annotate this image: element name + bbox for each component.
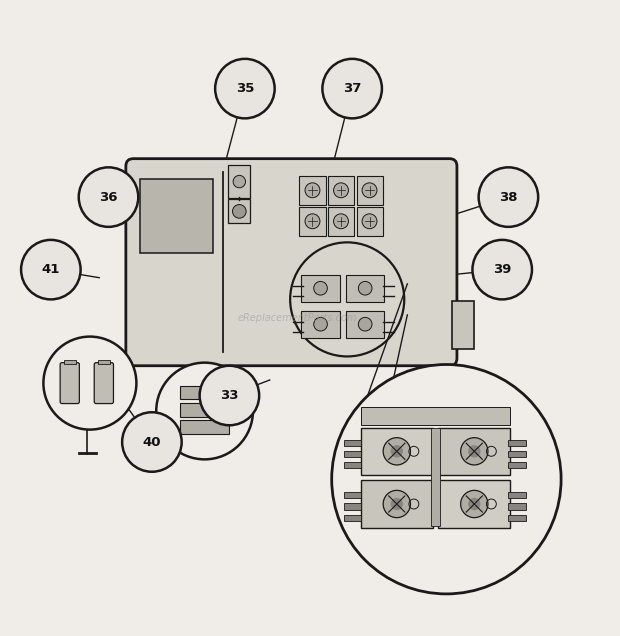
Circle shape [314, 317, 327, 331]
Text: eReplacementParts.com: eReplacementParts.com [238, 313, 357, 323]
Circle shape [332, 364, 561, 594]
Circle shape [305, 183, 320, 198]
FancyBboxPatch shape [126, 158, 457, 366]
Circle shape [314, 281, 327, 295]
FancyBboxPatch shape [180, 403, 229, 417]
FancyBboxPatch shape [361, 480, 433, 527]
Circle shape [232, 205, 246, 218]
FancyBboxPatch shape [328, 176, 354, 205]
Text: 37: 37 [343, 82, 361, 95]
Bar [508, 515, 526, 521]
FancyBboxPatch shape [180, 420, 229, 434]
Circle shape [461, 438, 488, 465]
FancyBboxPatch shape [346, 275, 384, 302]
Text: 39: 39 [493, 263, 512, 276]
Circle shape [358, 281, 372, 295]
FancyBboxPatch shape [228, 165, 250, 198]
Bar [344, 462, 361, 468]
Bar [344, 515, 361, 521]
Bar [140, 179, 213, 253]
Bar [431, 428, 440, 526]
Text: 38: 38 [499, 191, 518, 204]
Circle shape [200, 366, 259, 425]
Circle shape [468, 498, 481, 510]
Circle shape [322, 59, 382, 118]
Text: 35: 35 [236, 82, 254, 95]
Circle shape [156, 363, 253, 459]
Circle shape [334, 214, 348, 229]
Circle shape [468, 445, 481, 457]
Circle shape [391, 445, 403, 457]
FancyBboxPatch shape [356, 207, 383, 235]
Bar [344, 439, 361, 446]
Bar [508, 451, 526, 457]
Bar [98, 359, 110, 364]
Circle shape [233, 176, 246, 188]
FancyBboxPatch shape [299, 207, 326, 235]
Circle shape [362, 214, 377, 229]
FancyBboxPatch shape [438, 428, 510, 475]
Bar [508, 462, 526, 468]
Bar [344, 492, 361, 499]
Text: 40: 40 [143, 436, 161, 448]
FancyBboxPatch shape [301, 275, 340, 302]
Bar [452, 301, 474, 349]
Circle shape [43, 336, 136, 429]
Text: 33: 33 [220, 389, 239, 402]
FancyBboxPatch shape [180, 385, 229, 399]
FancyBboxPatch shape [299, 176, 326, 205]
FancyBboxPatch shape [361, 406, 510, 425]
FancyBboxPatch shape [361, 428, 433, 475]
Circle shape [358, 317, 372, 331]
Bar [508, 439, 526, 446]
Circle shape [461, 490, 488, 518]
Circle shape [383, 438, 410, 465]
FancyBboxPatch shape [346, 310, 384, 338]
Circle shape [391, 498, 403, 510]
FancyBboxPatch shape [328, 207, 354, 235]
Circle shape [21, 240, 81, 300]
Circle shape [383, 490, 410, 518]
FancyBboxPatch shape [94, 363, 113, 404]
Circle shape [472, 240, 532, 300]
Circle shape [479, 167, 538, 227]
Circle shape [79, 167, 138, 227]
FancyBboxPatch shape [60, 363, 79, 404]
Bar [344, 451, 361, 457]
Circle shape [334, 183, 348, 198]
FancyBboxPatch shape [438, 480, 510, 527]
Text: 36: 36 [99, 191, 118, 204]
Circle shape [122, 412, 182, 472]
FancyBboxPatch shape [356, 176, 383, 205]
Bar [64, 359, 76, 364]
FancyBboxPatch shape [228, 199, 250, 223]
FancyBboxPatch shape [301, 310, 340, 338]
Circle shape [362, 183, 377, 198]
Circle shape [215, 59, 275, 118]
Bar [508, 503, 526, 509]
Circle shape [305, 214, 320, 229]
Bar [344, 503, 361, 509]
Text: 41: 41 [42, 263, 60, 276]
Bar [508, 492, 526, 499]
